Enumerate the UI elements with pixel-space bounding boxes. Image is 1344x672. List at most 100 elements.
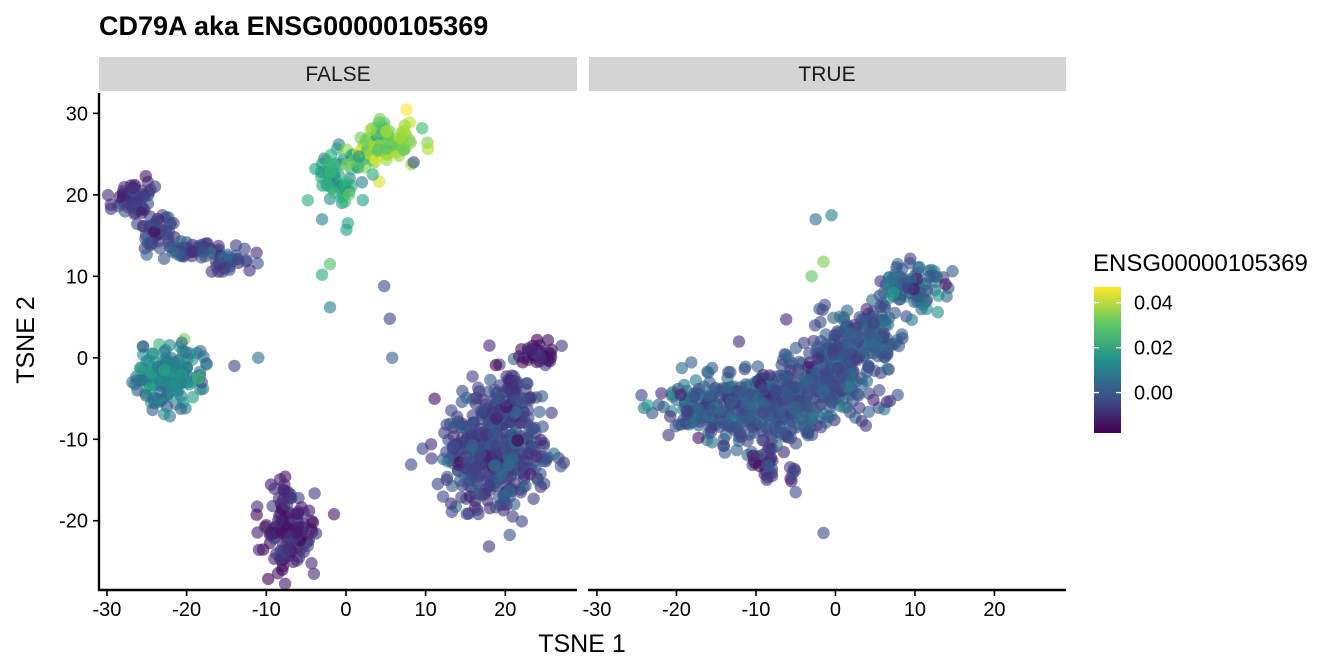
data-point — [866, 293, 879, 307]
data-point — [809, 213, 822, 226]
data-point — [870, 334, 883, 347]
data-point — [770, 384, 783, 397]
data-point — [158, 363, 171, 377]
data-point — [519, 479, 532, 493]
data-point — [767, 400, 780, 413]
data-point — [456, 479, 469, 492]
data-point — [416, 442, 429, 455]
data-point — [781, 393, 794, 406]
data-point — [503, 485, 516, 498]
data-point — [521, 403, 535, 417]
data-point — [174, 235, 188, 248]
data-point — [466, 439, 479, 452]
y-tick-label: -20 — [59, 511, 88, 533]
data-point — [891, 388, 904, 402]
data-point — [272, 492, 286, 505]
x-tick-label: 20 — [983, 599, 1005, 621]
data-point — [308, 487, 321, 500]
y-tick-label: -10 — [59, 429, 88, 451]
data-point — [438, 426, 451, 439]
data-point — [505, 377, 519, 390]
data-point — [343, 188, 356, 201]
data-point — [946, 265, 959, 278]
x-tick-label: 10 — [904, 599, 926, 621]
data-point — [186, 245, 199, 258]
data-point — [525, 422, 539, 435]
data-point — [278, 478, 291, 492]
data-point — [291, 507, 304, 520]
data-point — [175, 336, 188, 349]
data-point — [140, 248, 153, 261]
data-point — [487, 459, 501, 472]
data-point — [931, 306, 944, 319]
data-point — [243, 264, 256, 277]
data-point — [484, 373, 497, 387]
data-point — [541, 451, 554, 464]
data-point — [364, 123, 377, 136]
data-point — [466, 393, 480, 406]
data-point — [817, 526, 830, 540]
data-point — [309, 162, 322, 176]
data-point — [328, 186, 341, 199]
data-point — [692, 431, 705, 445]
data-point — [221, 248, 234, 261]
legend-colorbar — [1094, 287, 1121, 433]
data-point — [905, 313, 919, 327]
data-point — [635, 389, 648, 402]
facet-false-strip — [99, 57, 577, 91]
data-point — [786, 378, 799, 391]
data-point — [757, 433, 770, 447]
x-tick-label: 10 — [415, 599, 437, 621]
data-point — [154, 385, 168, 399]
data-point — [194, 344, 207, 358]
data-point — [281, 544, 295, 557]
legend-title: ENSG00000105369 — [1093, 250, 1308, 277]
x-tick-label: 0 — [340, 599, 351, 621]
data-point — [168, 375, 181, 388]
data-point — [404, 458, 418, 471]
data-point — [444, 497, 458, 510]
data-point — [252, 351, 265, 364]
data-point — [734, 385, 747, 398]
data-point — [340, 223, 353, 236]
data-point — [757, 396, 770, 410]
data-point — [131, 217, 144, 231]
data-point — [373, 112, 386, 126]
data-point — [845, 327, 858, 340]
data-point — [380, 125, 393, 138]
data-point — [735, 430, 748, 443]
data-point — [166, 245, 179, 259]
data-point — [867, 393, 880, 407]
data-point — [316, 179, 329, 192]
facet-false-points — [101, 103, 570, 590]
data-point — [471, 503, 484, 516]
data-point — [902, 281, 915, 294]
facet-true-panel: TRUE — [589, 57, 1066, 540]
data-point — [355, 176, 369, 189]
data-point — [779, 348, 793, 362]
data-point — [814, 421, 828, 434]
data-point — [760, 473, 773, 486]
data-point — [463, 420, 476, 434]
data-point — [796, 412, 809, 425]
y-tick-label: 10 — [66, 266, 88, 288]
facet-false-panel: FALSE — [99, 57, 577, 590]
data-point — [113, 190, 126, 203]
data-point — [873, 384, 886, 397]
data-point — [827, 311, 840, 324]
legend-tick-label: 0.00 — [1134, 383, 1173, 405]
data-point — [139, 169, 152, 183]
data-point — [327, 508, 341, 521]
data-point — [534, 352, 548, 365]
data-point — [886, 271, 899, 285]
data-point — [533, 405, 546, 419]
data-point — [147, 347, 160, 360]
data-point — [251, 257, 264, 270]
data-point — [250, 508, 263, 521]
data-point — [297, 545, 310, 559]
y-tick-label: 30 — [66, 103, 88, 125]
data-point — [474, 447, 487, 461]
data-point — [778, 421, 791, 435]
data-point — [301, 194, 314, 207]
